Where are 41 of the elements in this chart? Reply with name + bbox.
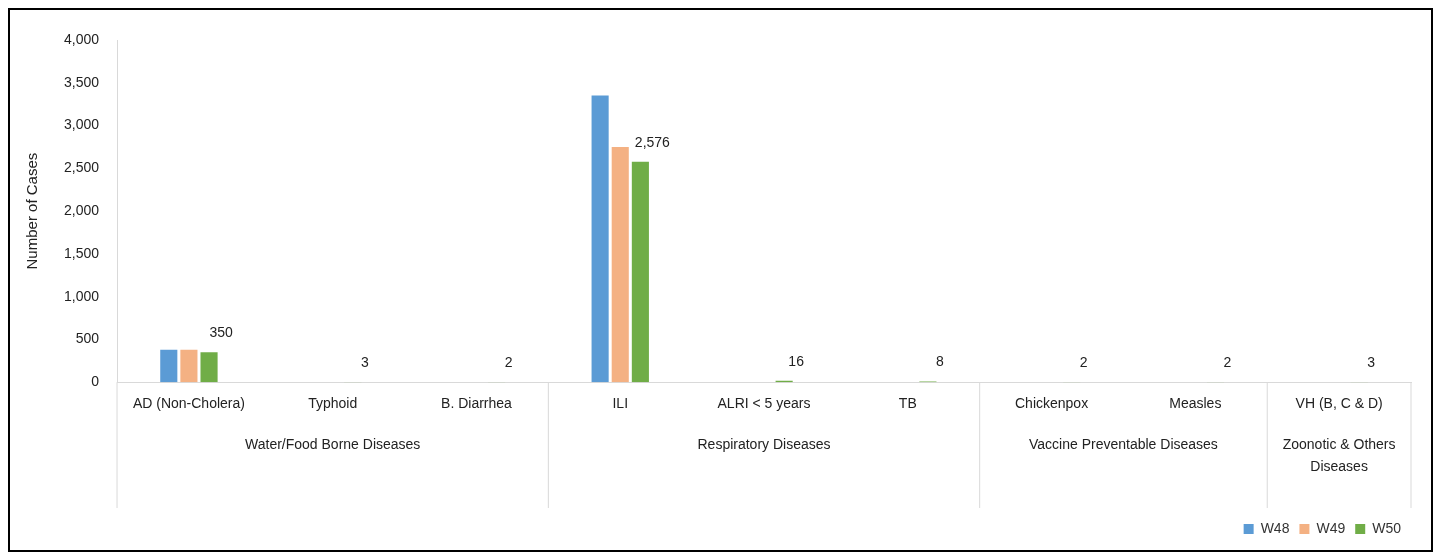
y-tick-label: 500: [75, 330, 100, 347]
legend-label: W49: [1316, 519, 1346, 536]
legend-label: W50: [1372, 519, 1402, 536]
y-tick-label: 3,500: [63, 73, 100, 90]
y-tick-label: 0: [91, 373, 100, 390]
data-label: 3: [360, 353, 369, 370]
x-tick-label: TB: [898, 395, 917, 412]
data-label: 2: [504, 353, 513, 370]
y-tick-label: 2,000: [63, 201, 100, 218]
x-tick-label: B. Diarrhea: [441, 395, 513, 412]
x-tick-label: ALRI < 5 years: [717, 395, 811, 412]
bar: [591, 95, 609, 383]
y-tick-label: 3,000: [63, 116, 100, 133]
data-label: 8: [936, 353, 945, 370]
x-tick-label: Chickenpox: [1014, 395, 1089, 412]
data-label: 2: [1223, 353, 1232, 370]
bar: [631, 161, 649, 383]
text: Respiratory Diseases: [697, 436, 831, 453]
data-label: 3: [1367, 353, 1376, 370]
y-tick-label: 1,000: [63, 287, 100, 304]
bar: [160, 349, 178, 383]
data-label: 2,576: [634, 133, 671, 150]
data-label: 350: [209, 324, 233, 341]
x-tick-label: AD (Non-Cholera): [132, 395, 245, 412]
text: Zoonotic & Others Diseases: [1282, 436, 1396, 475]
x-tick-label: Typhoid: [308, 395, 358, 412]
data-label: 2: [1079, 353, 1088, 370]
text: Vaccine Preventable Diseases: [1029, 436, 1218, 453]
x-tick-label: VH (B, C & D): [1295, 395, 1383, 412]
data-label: 16: [788, 352, 805, 369]
y-tick-label: 4,000: [63, 30, 100, 47]
y-tick-label: 2,500: [63, 159, 100, 176]
text: Water/Food Borne Diseases: [245, 436, 421, 453]
bar: [200, 352, 218, 383]
bar: [180, 349, 198, 383]
y-tick-label: 1,500: [63, 244, 100, 261]
legend-label: W48: [1260, 519, 1290, 536]
x-tick-label: Measles: [1169, 395, 1222, 412]
bar: [611, 146, 629, 383]
y-axis-title: Number of Cases: [23, 152, 41, 270]
x-tick-label: ILI: [612, 395, 629, 412]
